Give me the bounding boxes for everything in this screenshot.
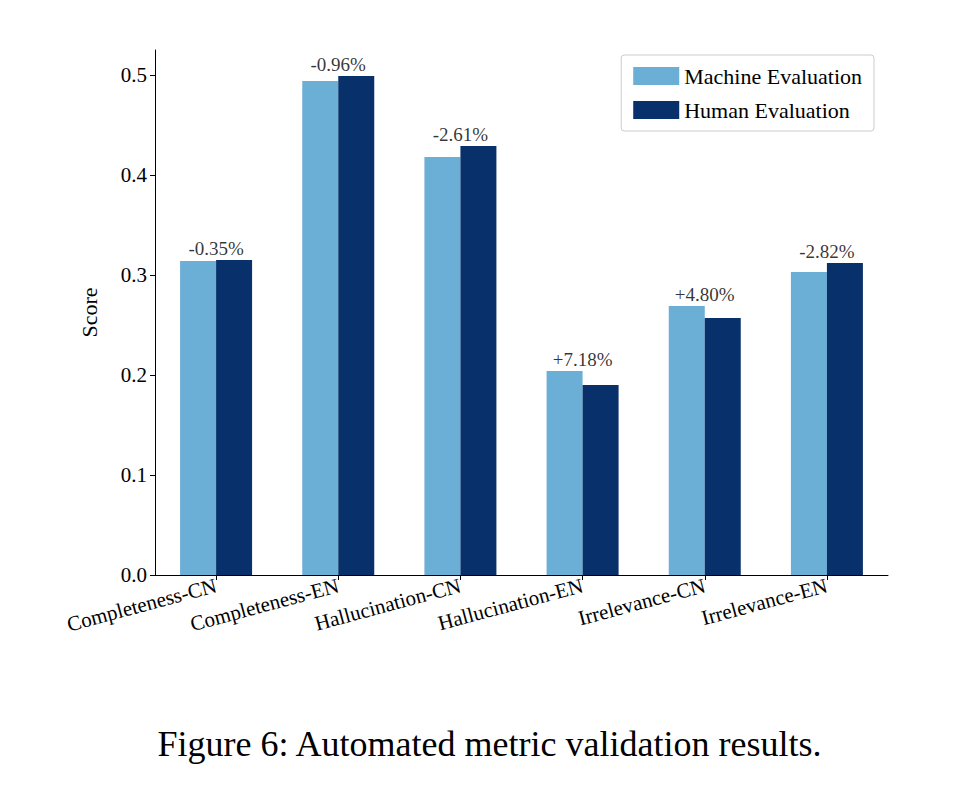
svg-text:Irrelevance-CN: Irrelevance-CN — [576, 573, 708, 630]
svg-text:+7.18%: +7.18% — [553, 349, 613, 370]
svg-text:0.3: 0.3 — [121, 263, 147, 287]
svg-text:Figure 6: Automated metric val: Figure 6: Automated metric validation re… — [158, 724, 822, 764]
svg-text:-0.96%: -0.96% — [311, 54, 367, 75]
svg-text:-2.61%: -2.61% — [433, 124, 489, 145]
svg-text:Completeness-EN: Completeness-EN — [187, 573, 342, 637]
svg-text:Score: Score — [77, 287, 102, 337]
svg-text:Human Evaluation: Human Evaluation — [684, 98, 850, 123]
svg-text:Irrelevance-EN: Irrelevance-EN — [699, 573, 830, 630]
svg-text:0.2: 0.2 — [121, 363, 147, 387]
svg-text:0.5: 0.5 — [121, 63, 147, 87]
svg-text:0.1: 0.1 — [121, 463, 147, 487]
svg-text:-2.82%: -2.82% — [799, 241, 855, 262]
svg-text:Hallucination-CN: Hallucination-CN — [312, 573, 464, 636]
svg-text:-0.35%: -0.35% — [188, 238, 244, 259]
svg-text:0.0: 0.0 — [121, 563, 147, 587]
svg-text:Machine Evaluation: Machine Evaluation — [684, 64, 862, 89]
svg-text:Hallucination-EN: Hallucination-EN — [435, 573, 585, 635]
svg-text:+4.80%: +4.80% — [675, 284, 735, 305]
svg-text:0.4: 0.4 — [121, 163, 148, 187]
svg-text:Completeness-CN: Completeness-CN — [64, 573, 220, 637]
